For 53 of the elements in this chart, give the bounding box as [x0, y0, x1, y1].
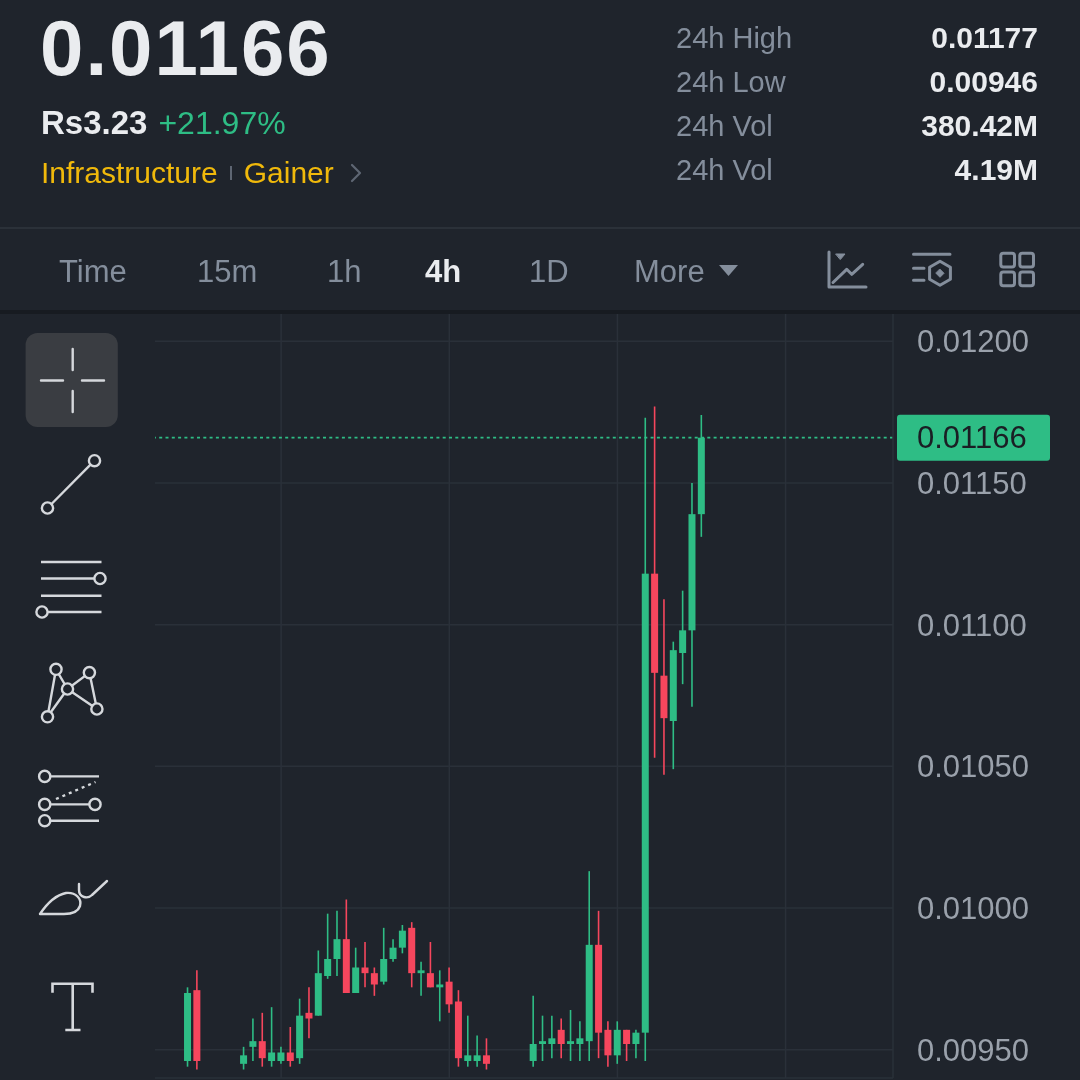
- y-tick-label: 0.01000: [917, 891, 1030, 927]
- candlestick: [445, 966, 453, 1014]
- y-tick-label: 0.00950: [917, 1032, 1030, 1068]
- candlestick: [268, 1006, 276, 1068]
- text: 15m: [197, 253, 258, 289]
- y-tick-label: 0.01100: [917, 607, 1027, 643]
- candlestick: [333, 910, 341, 977]
- text: 24h High: [676, 21, 793, 54]
- text: 4.19M: [954, 153, 1038, 187]
- candlestick: [473, 1034, 481, 1068]
- candlestick: [632, 1029, 640, 1059]
- text: +21.97%: [158, 104, 286, 141]
- candlestick: [576, 1020, 584, 1062]
- candlestick: [380, 927, 388, 986]
- text: Gainer: [243, 156, 334, 190]
- candlestick: [679, 589, 687, 685]
- candlestick: [305, 986, 313, 1040]
- candlestick: [482, 1037, 490, 1071]
- candlestick: [258, 1012, 266, 1068]
- y-tick-label: 0.01200: [917, 324, 1030, 360]
- text: Time: [59, 253, 127, 289]
- text: 24h Vol: [676, 153, 773, 186]
- candlestick: [389, 938, 397, 963]
- candlestick: [539, 1014, 547, 1062]
- candlestick: [623, 1029, 631, 1062]
- candlestick: [286, 1026, 294, 1068]
- text: 0.00946: [929, 65, 1038, 99]
- candlestick: [417, 961, 425, 997]
- candlestick: [557, 1017, 565, 1059]
- candlestick: [240, 1046, 248, 1071]
- candlestick: [398, 924, 406, 955]
- candlestick: [324, 912, 332, 980]
- y-tick-label: 0.01150: [917, 466, 1027, 502]
- text: 4h: [425, 253, 462, 289]
- text: 24h Low: [676, 65, 786, 98]
- ref-line-label: 0.01166: [917, 420, 1027, 456]
- text: Infrastructure: [41, 156, 218, 190]
- text: 380.42M: [921, 109, 1038, 143]
- text: 1D: [529, 253, 569, 289]
- chart-title: 0.01166: [40, 3, 332, 92]
- text: 0.01177: [931, 21, 1038, 55]
- candlestick: [370, 966, 378, 997]
- text: 24h Vol: [676, 109, 773, 142]
- text: More: [634, 253, 705, 289]
- candlestick: [529, 995, 537, 1068]
- candlestick: [567, 1009, 575, 1062]
- y-tick-label: 0.01050: [917, 749, 1030, 785]
- candlestick: [464, 1014, 472, 1068]
- chart-subtitle: Rs3.23: [41, 103, 148, 141]
- candlestick: [548, 1014, 556, 1059]
- text: 1h: [327, 253, 362, 289]
- candlestick: [249, 1017, 257, 1062]
- candlestick: [426, 941, 434, 989]
